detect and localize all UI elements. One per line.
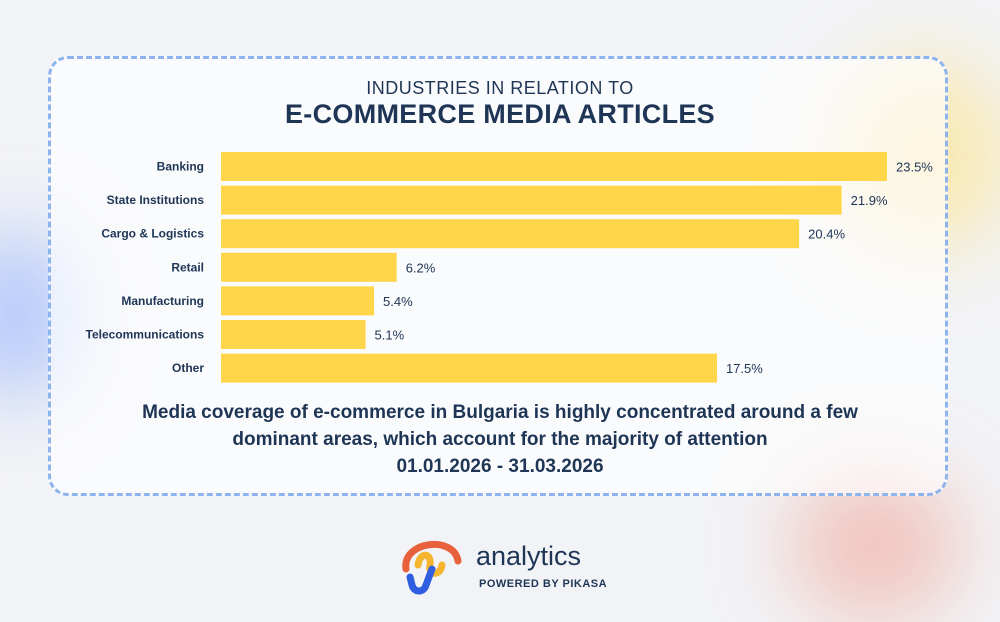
bar-telecommunications — [221, 320, 366, 349]
category-label: Cargo & Logistics — [101, 227, 204, 241]
chart-title: E-COMMERCE MEDIA ARTICLES — [285, 99, 715, 129]
category-label: Manufacturing — [121, 294, 204, 308]
bar-manufacturing — [221, 286, 375, 316]
value-label: 17.5% — [726, 361, 763, 376]
bar-state-institutions — [221, 185, 842, 215]
category-label: Banking — [157, 160, 204, 174]
analytics-logo-icon — [402, 540, 462, 595]
chart-subtitle: INDUSTRIES IN RELATION TO — [366, 78, 634, 98]
value-label: 6.2% — [406, 260, 436, 275]
bar-other — [221, 353, 717, 383]
brand-name: analytics — [476, 541, 582, 571]
category-label: State Institutions — [107, 193, 205, 207]
bar-cargo-logistics — [221, 219, 800, 249]
caption-date-range: 01.01.2026 - 31.03.2026 — [396, 456, 604, 477]
bar-retail — [221, 252, 397, 282]
bar-banking — [221, 152, 887, 181]
value-label: 5.1% — [375, 328, 405, 343]
value-label: 20.4% — [808, 227, 845, 242]
powered-by-label: POWERED BY PIKASA — [479, 578, 608, 590]
category-label: Telecommunications — [86, 328, 205, 342]
category-label: Retail — [171, 260, 204, 274]
caption-line-2: dominant areas, which account for the ma… — [232, 429, 768, 450]
value-label: 5.4% — [383, 294, 413, 309]
category-label: Other — [172, 361, 204, 375]
value-label: 21.9% — [851, 193, 888, 208]
value-label: 23.5% — [896, 160, 933, 175]
chart-card — [48, 56, 948, 496]
caption-line-1: Media coverage of e-commerce in Bulgaria… — [142, 402, 858, 423]
